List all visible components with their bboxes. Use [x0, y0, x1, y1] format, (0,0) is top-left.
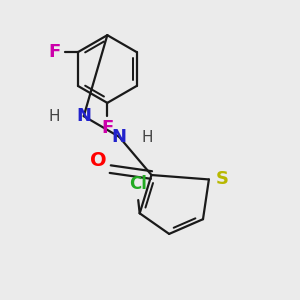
Text: Cl: Cl — [129, 175, 147, 193]
Text: S: S — [216, 170, 229, 188]
Text: H: H — [141, 130, 153, 145]
Text: F: F — [101, 119, 113, 137]
Text: O: O — [90, 151, 107, 170]
Text: N: N — [112, 128, 127, 146]
Text: H: H — [49, 109, 60, 124]
Text: F: F — [48, 43, 61, 61]
Text: N: N — [76, 107, 91, 125]
